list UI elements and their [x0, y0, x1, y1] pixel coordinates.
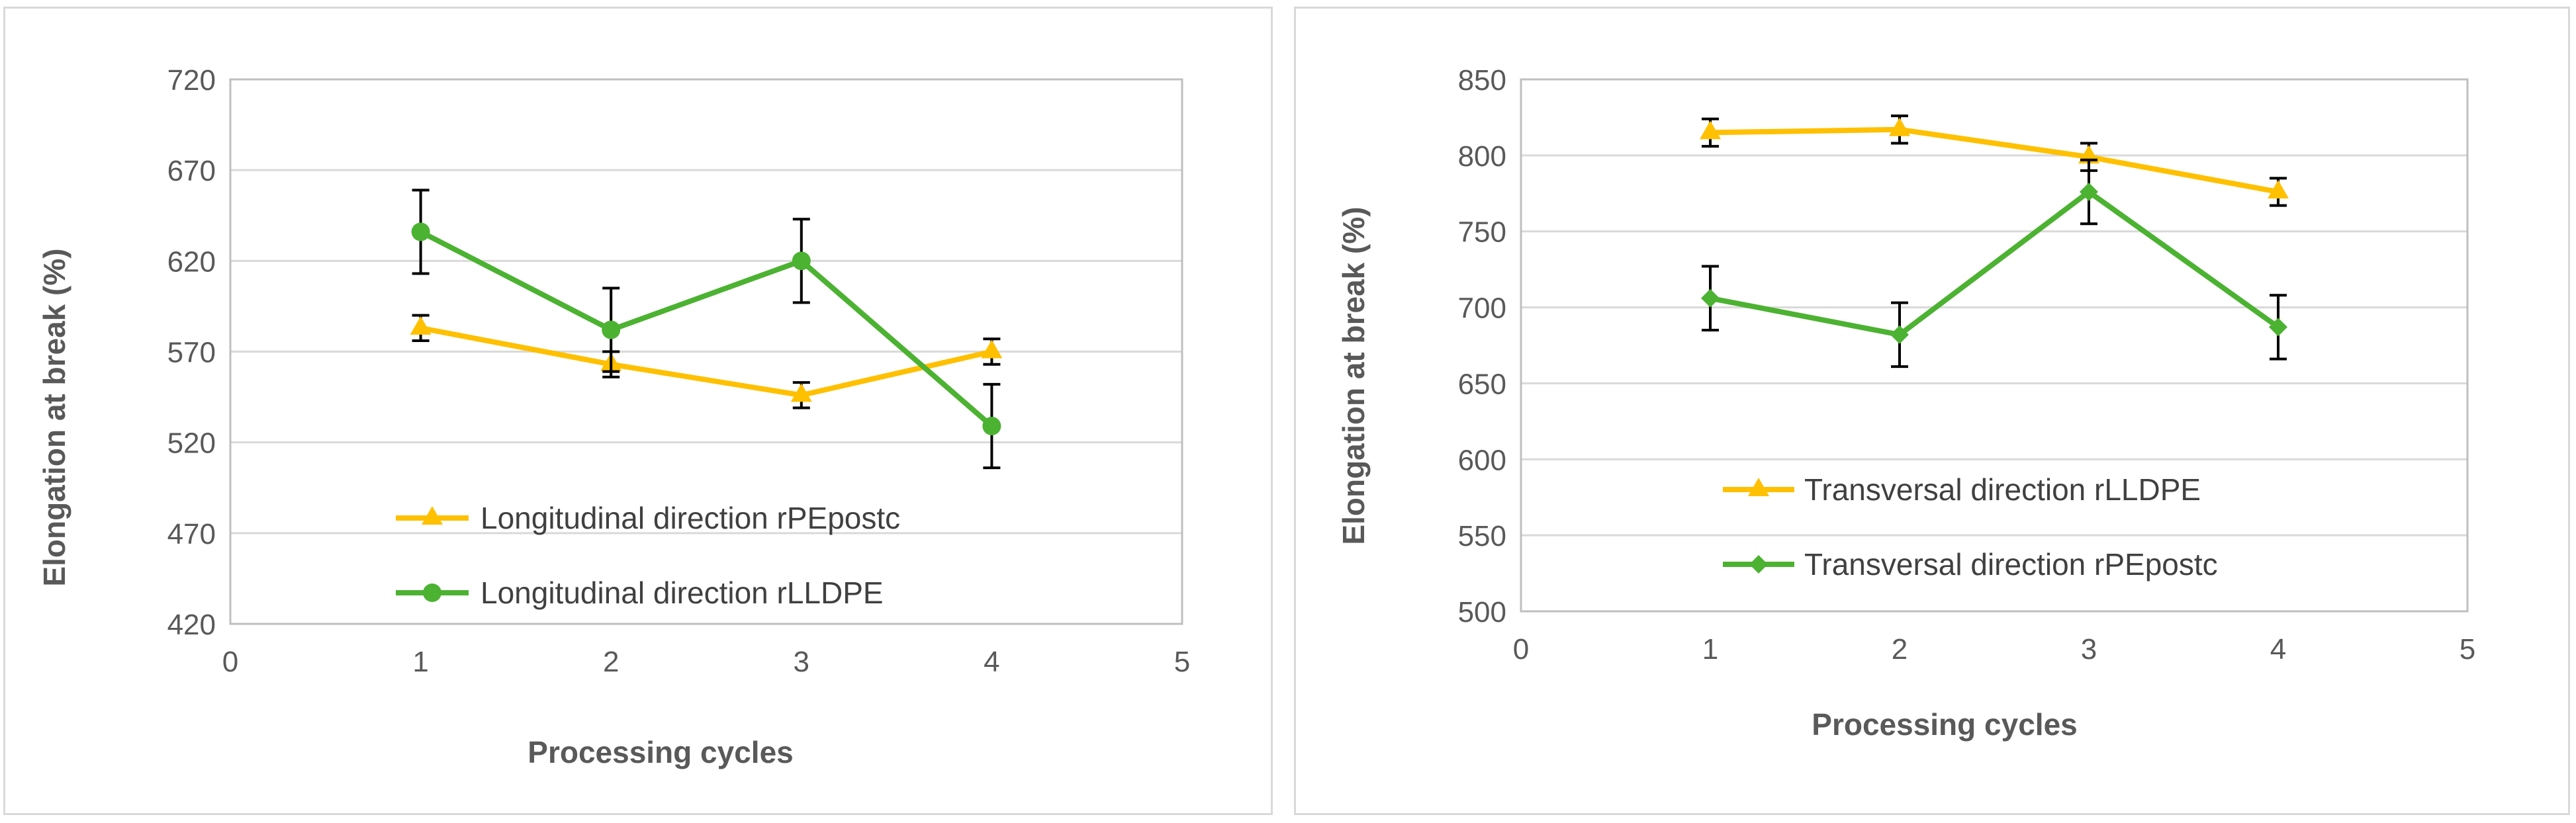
- y-tick-label: 600: [1458, 444, 1506, 476]
- series-line: [420, 325, 993, 398]
- legend-item: Longitudinal direction rLLDPE: [396, 576, 884, 610]
- legend-triangle-marker: [422, 506, 443, 525]
- y-tick-label: 420: [167, 609, 216, 641]
- y-tick-label: 750: [1458, 216, 1506, 249]
- chart-left: Elongation at break (%) Processing cycle…: [37, 64, 1191, 769]
- plot-border: [229, 78, 1183, 625]
- y-axis-title: Elongation at break (%): [37, 248, 71, 586]
- x-tick-label: 0: [222, 646, 238, 678]
- y-tick-label: 800: [1458, 140, 1506, 173]
- plot-area: 420 470 520 570 620 670 720 0 1 2 3 4 5: [167, 64, 1191, 678]
- x-tick-label: 4: [2270, 633, 2286, 666]
- legend-triangle-marker: [1748, 478, 1769, 496]
- x-tick-label: 3: [794, 646, 809, 678]
- data-point: [1890, 325, 1909, 344]
- data-point: [1700, 120, 1721, 140]
- series-line: [1710, 189, 2280, 337]
- series-line: [1710, 126, 2279, 195]
- legend: Transversal direction rLLDPE Transversal…: [1723, 472, 2218, 582]
- legend-label: Longitudinal direction rPEpostc: [481, 501, 900, 535]
- legend-diamond-marker: [1749, 555, 1768, 574]
- legend-item: Transversal direction rLLDPE: [1723, 472, 2201, 507]
- data-point: [981, 339, 1003, 359]
- legend: Longitudinal direction rPEpostc Longitud…: [396, 501, 900, 610]
- x-tick-label: 1: [412, 646, 428, 678]
- x-tick-label: 4: [984, 646, 999, 678]
- series-line: [419, 229, 994, 428]
- data-point: [790, 383, 812, 402]
- chart-panel-right: Elongation at break (%) Processing cycle…: [1294, 7, 2570, 815]
- y-tick-label: 620: [167, 245, 216, 278]
- x-tick-label: 1: [1702, 633, 1718, 666]
- legend-item: Transversal direction rPEpostc: [1723, 547, 2218, 582]
- y-axis-title: Elongation at break (%): [1336, 206, 1371, 544]
- legend-circle-marker: [423, 584, 441, 602]
- y-tick-label: 650: [1458, 368, 1506, 400]
- legend-label: Transversal direction rPEpostc: [1804, 547, 2218, 582]
- data-point: [792, 251, 811, 271]
- plot-border: [1520, 78, 2469, 613]
- y-tick-label: 520: [167, 427, 216, 460]
- x-tick-label: 3: [2081, 633, 2097, 666]
- legend-label: Longitudinal direction rLLDPE: [481, 576, 884, 610]
- chart-right: Elongation at break (%) Processing cycle…: [1336, 64, 2476, 742]
- data-point: [1701, 288, 1720, 308]
- data-point: [2268, 179, 2289, 198]
- y-tick-label: 470: [167, 518, 216, 550]
- data-point: [410, 316, 432, 335]
- data-point: [2080, 182, 2098, 201]
- y-tick-label: 720: [167, 64, 216, 97]
- y-tick-label: 570: [167, 337, 216, 369]
- x-tick-label: 2: [603, 646, 619, 678]
- legend-item: Longitudinal direction rPEpostc: [396, 501, 900, 535]
- data-point: [1889, 117, 1910, 136]
- y-tick-label: 670: [167, 155, 216, 187]
- x-tick-label: 2: [1892, 633, 1908, 666]
- x-tick-label: 5: [2460, 633, 2475, 666]
- x-axis-title: Processing cycles: [1812, 707, 2077, 742]
- data-point: [982, 416, 1001, 435]
- y-tick-label: 550: [1458, 520, 1506, 552]
- data-point: [602, 320, 621, 339]
- data-point: [2269, 318, 2287, 337]
- y-tick-label: 850: [1458, 64, 1506, 97]
- x-axis-title: Processing cycles: [528, 735, 793, 769]
- chart-panel-left: Elongation at break (%) Processing cycle…: [3, 7, 1273, 815]
- x-tick-label: 0: [1513, 633, 1529, 666]
- y-tick-label: 500: [1458, 596, 1506, 628]
- legend-label: Transversal direction rLLDPE: [1804, 472, 2201, 507]
- plot-area: 500 550 600 650 700 750 800 850 0 1 2 3 4 5: [1458, 64, 2476, 666]
- x-tick-label: 5: [1174, 646, 1190, 678]
- data-point: [411, 222, 430, 241]
- y-tick-label: 700: [1458, 292, 1506, 325]
